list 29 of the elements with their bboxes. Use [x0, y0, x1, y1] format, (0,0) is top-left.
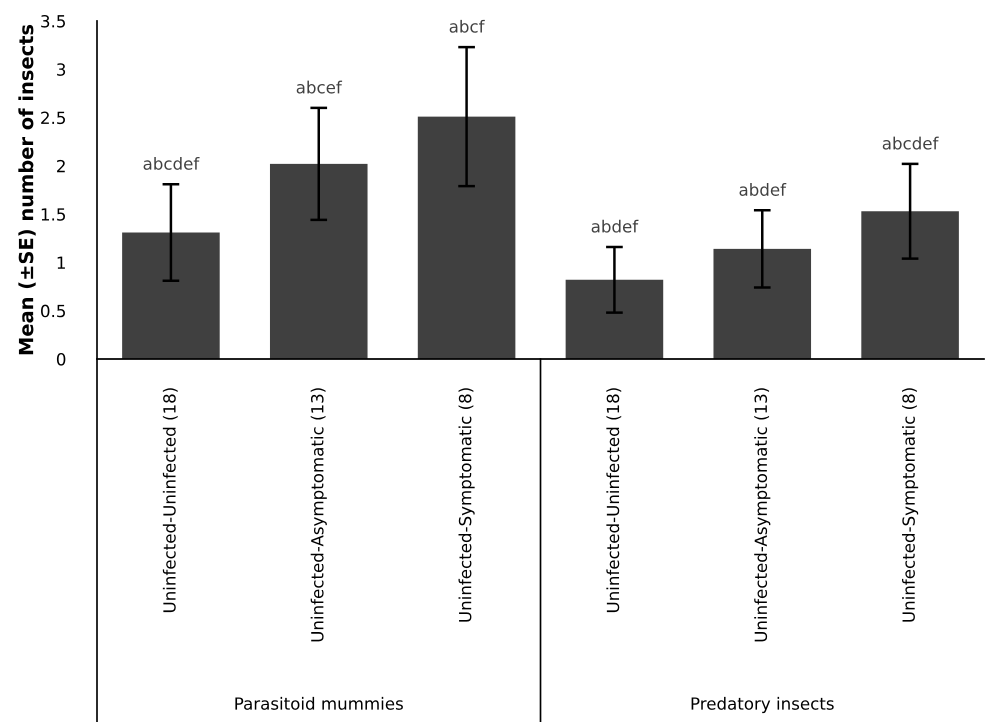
y-tick-label: 2: [57, 160, 65, 172]
annotation: abdef: [740, 183, 786, 196]
x-tick-label: Uninfected-Asymptomatic (13): [310, 388, 327, 642]
bar: [122, 232, 220, 359]
x-tick-label: Uninfected-Asymptomatic (13): [754, 388, 770, 642]
annotation: abcdef: [144, 156, 200, 170]
bar: [861, 211, 959, 359]
text: Parasitoid mummies: [235, 696, 403, 710]
y-axis-title: Mean (±SE) number of insects: [18, 24, 36, 354]
bar: [713, 248, 812, 359]
bar: [418, 116, 516, 359]
y-tick-label: 0.5: [41, 304, 65, 318]
x-tick-label: Uninfected-Uninfected (18): [606, 388, 622, 612]
annotation: abdef: [592, 220, 638, 233]
y-tick-label: 1.5: [42, 208, 65, 221]
y-tick-label: 2.5: [41, 112, 65, 124]
bar: [566, 280, 664, 359]
bar: [270, 164, 368, 359]
x-tick-label: Uninfected-Symptomatic (8): [458, 388, 475, 622]
y-tick-label: 3.5: [41, 14, 65, 28]
y-tick-label: 3: [57, 63, 66, 76]
text: Predatory insects: [692, 696, 834, 714]
y-tick-label: 1: [58, 256, 65, 269]
x-tick-label: Uninfected-Symptomatic (8): [902, 388, 918, 622]
annotation: abcf: [450, 20, 485, 33]
y-tick-label: 0: [56, 352, 66, 366]
annotation: abcef: [296, 80, 342, 94]
x-tick-label: Uninfected-Uninfected (18): [162, 388, 178, 612]
annotation: abcdef: [882, 136, 939, 150]
